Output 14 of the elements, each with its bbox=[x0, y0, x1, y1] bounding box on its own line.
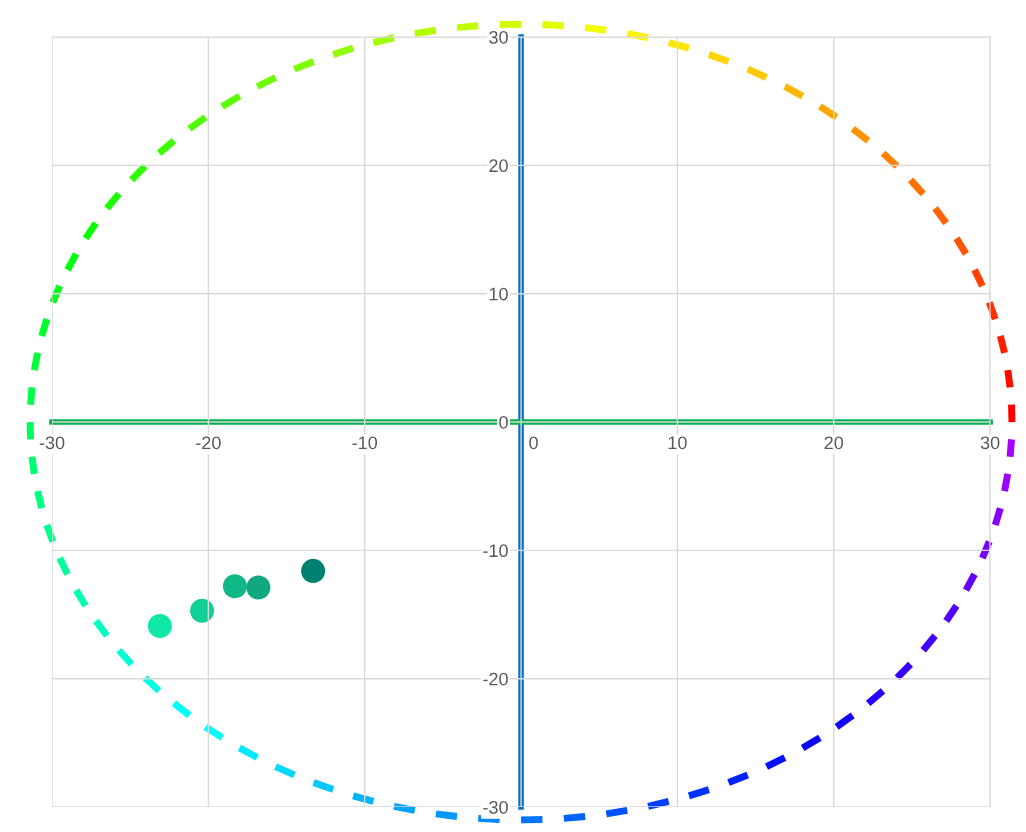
y-tick-label: 30 bbox=[489, 30, 508, 44]
y-tick-label: 0 bbox=[499, 415, 508, 429]
x-tick-label: -30 bbox=[39, 436, 65, 450]
x-tick-label: 20 bbox=[824, 436, 844, 450]
x-tick-label: 10 bbox=[668, 436, 687, 450]
x-tick-label: -20 bbox=[196, 436, 221, 450]
y-tick-label: -10 bbox=[483, 544, 508, 558]
x-tick-label: 0 bbox=[529, 436, 538, 450]
x-tick-label: -10 bbox=[352, 436, 378, 450]
y-tick-label: 20 bbox=[489, 159, 508, 173]
x-tick-label: 30 bbox=[980, 436, 1000, 450]
y-tick-label: -30 bbox=[483, 800, 508, 814]
y-tick-label: 10 bbox=[489, 287, 508, 301]
y-tick-label: -20 bbox=[483, 672, 508, 686]
